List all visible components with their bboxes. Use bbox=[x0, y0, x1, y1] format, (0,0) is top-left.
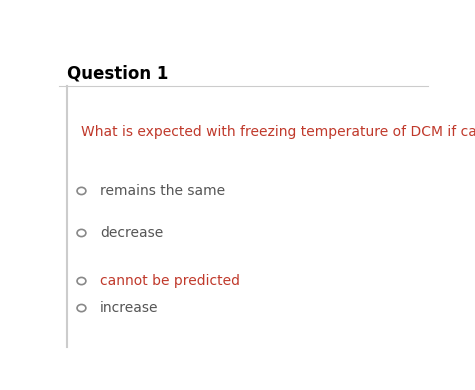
Text: What is expected with freezing temperature of DCM if caffeine is dissolved in it: What is expected with freezing temperatu… bbox=[82, 125, 475, 139]
Text: cannot be predicted: cannot be predicted bbox=[100, 274, 240, 288]
Text: Question 1: Question 1 bbox=[66, 65, 168, 83]
Text: remains the same: remains the same bbox=[100, 184, 225, 198]
Text: decrease: decrease bbox=[100, 226, 163, 240]
Text: increase: increase bbox=[100, 301, 158, 315]
